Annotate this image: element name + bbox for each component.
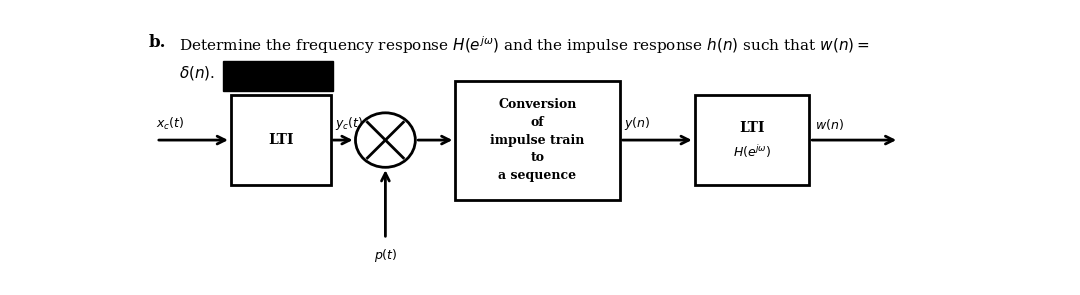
Text: impulse train: impulse train — [490, 134, 584, 147]
Text: Determine the frequency response $H(e^{j\omega})$ and the impulse response $h(n): Determine the frequency response $H(e^{j… — [179, 34, 869, 56]
Text: LTI: LTI — [268, 133, 294, 147]
Ellipse shape — [355, 113, 416, 167]
Text: LTI: LTI — [739, 121, 765, 135]
Text: $w(n)$: $w(n)$ — [815, 117, 845, 132]
Text: $p(t)$: $p(t)$ — [374, 247, 397, 264]
Text: $x_c(t)$: $x_c(t)$ — [156, 116, 185, 132]
Text: $H(e^{j\omega})$: $H(e^{j\omega})$ — [732, 143, 771, 160]
Bar — [455, 81, 620, 199]
Text: $y_c(t)$: $y_c(t)$ — [335, 115, 363, 132]
Text: b.: b. — [149, 34, 166, 51]
Bar — [231, 96, 330, 185]
Bar — [694, 96, 809, 185]
Text: a sequence: a sequence — [499, 169, 577, 182]
Text: to: to — [530, 151, 544, 164]
Text: $y(n)$: $y(n)$ — [624, 115, 650, 132]
Text: Conversion: Conversion — [498, 98, 577, 111]
Text: of: of — [530, 116, 544, 129]
Bar — [222, 61, 333, 91]
Text: $\delta(n)$.: $\delta(n)$. — [179, 64, 215, 82]
